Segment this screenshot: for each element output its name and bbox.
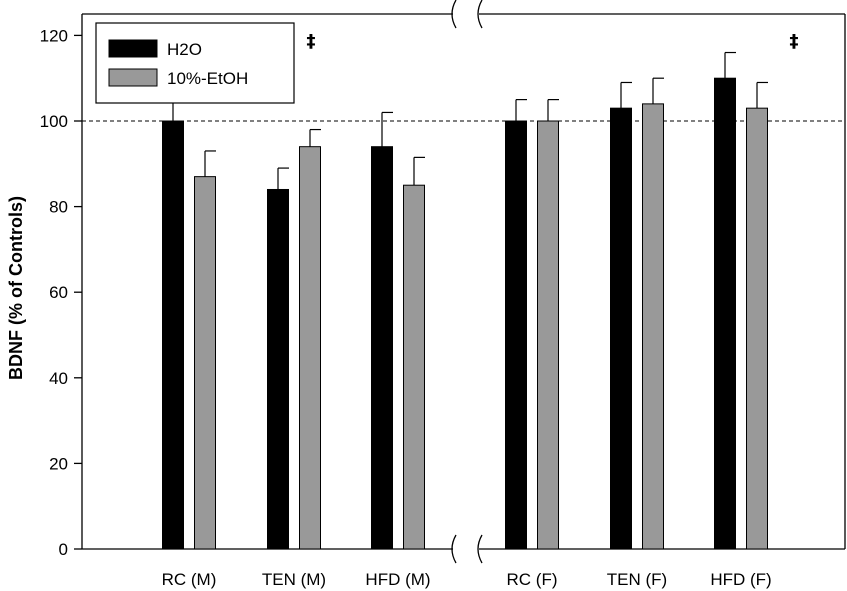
bar (403, 184, 425, 550)
x-category-label: RC (F) (507, 570, 558, 589)
legend-swatch-etoh (108, 68, 158, 87)
legend: H2O 10%-EtOH (95, 22, 295, 104)
x-category-label: HFD (F) (710, 570, 771, 589)
bar (505, 120, 527, 550)
y-axis-label: BDNF (% of Controls) (6, 196, 26, 380)
bar (610, 107, 632, 550)
bar (746, 107, 768, 550)
annotation-double-dagger-male: ‡ (307, 31, 316, 52)
y-tick-label: 100 (40, 112, 68, 131)
y-tick-label: 40 (49, 369, 68, 388)
bar (714, 77, 736, 550)
bar (162, 120, 184, 550)
x-category-label: TEN (M) (262, 570, 326, 589)
bar (537, 120, 559, 550)
bars-group (162, 51, 768, 550)
bar (194, 176, 216, 550)
legend-swatch-h2o (108, 39, 158, 58)
y-tick-label: 80 (49, 198, 68, 217)
legend-box (95, 22, 295, 104)
bar (642, 103, 664, 550)
axis-break-mark (477, 534, 483, 564)
bar (299, 146, 321, 550)
y-tick-label: 0 (59, 540, 68, 559)
y-axis-ticks: 0 20 40 60 80 100 120 (40, 26, 82, 559)
x-category-label: TEN (F) (607, 570, 667, 589)
x-axis-labels: RC (M) TEN (M) HFD (M) RC (F) TEN (F) HFD (F) (162, 570, 772, 589)
bar (371, 146, 393, 550)
axis-break-mark (451, 0, 457, 29)
y-tick-label: 60 (49, 283, 68, 302)
y-tick-label: 120 (40, 26, 68, 45)
axis-break-mark (451, 534, 457, 564)
legend-label-h2o: H2O (167, 40, 202, 59)
x-category-label: RC (M) (162, 570, 217, 589)
legend-label-etoh: 10%-EtOH (167, 69, 248, 88)
annotation-double-dagger-female: ‡ (790, 31, 799, 52)
axis-break-mark (477, 0, 483, 29)
y-tick-label: 20 (49, 454, 68, 473)
x-category-label: HFD (M) (365, 570, 430, 589)
bar (267, 188, 289, 550)
axis-break-marks (451, 0, 483, 564)
